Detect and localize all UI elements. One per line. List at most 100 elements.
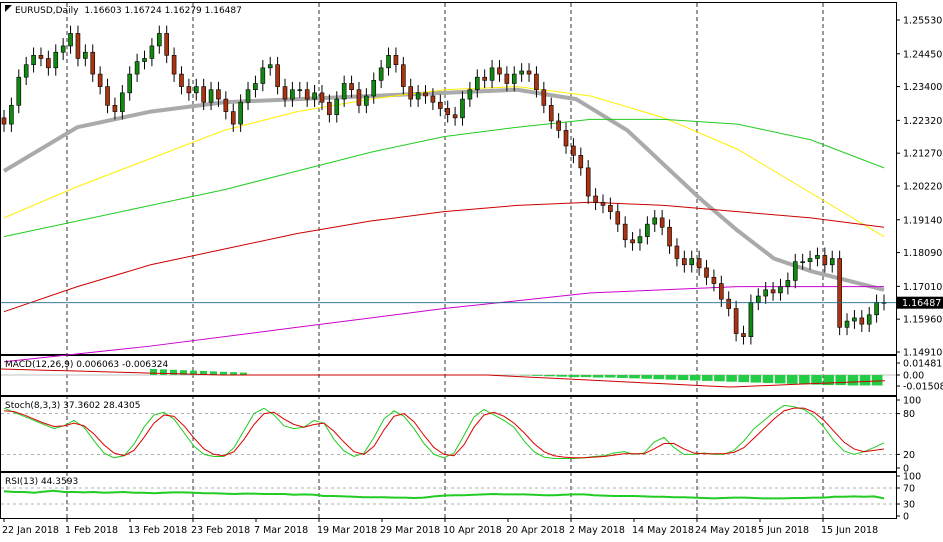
candle-body	[430, 95, 436, 103]
candle-body	[164, 33, 169, 56]
price-tick-label: 1.18090	[903, 248, 942, 259]
macd-histogram-bar	[210, 371, 217, 375]
candle-body	[719, 283, 724, 300]
candle-body	[31, 55, 36, 66]
candle-body	[60, 45, 66, 53]
macd-histogram-bar	[750, 375, 762, 383]
candle-body	[548, 105, 554, 122]
candle-body	[652, 217, 658, 225]
price-tick-label: 1.25530	[903, 16, 942, 27]
candle-body	[349, 83, 354, 91]
macd-histogram-bar	[629, 375, 640, 379]
candle-body	[711, 276, 717, 284]
candle-body	[53, 51, 59, 69]
candle-body	[571, 145, 576, 156]
candle-body	[667, 226, 672, 247]
candle-body	[815, 255, 820, 259]
rsi-tick-label: 70	[903, 484, 915, 495]
macd-tick-label: -0.01508	[903, 382, 943, 393]
stoch-tick-label: 20	[903, 450, 915, 461]
macd-histogram-bar	[738, 375, 750, 383]
macd-histogram-bar	[726, 375, 737, 382]
candle-body	[578, 155, 584, 169]
candle-body	[275, 64, 280, 87]
candle-body	[304, 89, 310, 100]
vertical-gridlines	[66, 3, 824, 518]
candle-body	[807, 258, 813, 262]
rsi-label: RSI(13) 44.3593	[5, 477, 78, 487]
macd-histogram-bar	[689, 375, 701, 381]
candle-body	[460, 98, 465, 119]
candle-body	[792, 261, 798, 281]
candle-body	[541, 89, 547, 106]
candle-body	[755, 295, 761, 303]
candle-body	[608, 205, 613, 212]
candle-body	[615, 211, 621, 225]
macd-histogram-bar	[714, 375, 725, 382]
candle-body	[312, 92, 317, 100]
candle-body	[267, 64, 273, 69]
stoch-panel-frame	[0, 396, 897, 472]
time-tick-label: 22 Jan 2018	[2, 525, 59, 536]
candle-body	[622, 223, 628, 241]
macd-histogram-bar	[835, 375, 847, 386]
macd-histogram-bar	[556, 375, 568, 377]
candle-body	[193, 86, 199, 94]
candle-body	[334, 98, 340, 116]
macd-histogram-bar	[150, 369, 157, 375]
time-tick-label: 10 Apr 2018	[443, 525, 502, 536]
candle-body	[156, 33, 162, 47]
macd-histogram-bar	[568, 375, 580, 378]
candle-body	[519, 70, 524, 75]
macd-histogram-bar	[702, 375, 713, 381]
candle-body	[489, 67, 495, 81]
candle-body	[511, 73, 517, 84]
candle-body	[585, 167, 591, 197]
candle-body	[75, 33, 81, 59]
candle-body	[290, 89, 295, 100]
candle-body	[704, 267, 709, 278]
candle-body	[38, 55, 44, 59]
candle-body	[408, 86, 414, 100]
macd-histogram-bar	[762, 375, 774, 383]
candle-body	[696, 258, 702, 269]
price-tick-label: 1.19140	[903, 215, 942, 226]
candle-body	[822, 255, 828, 266]
candle-body	[393, 55, 399, 66]
candle-body	[600, 201, 606, 206]
candle-body	[23, 64, 29, 78]
candle-body	[526, 70, 532, 75]
candle-body	[90, 51, 96, 75]
candle-body	[474, 76, 480, 91]
candle-body	[748, 301, 754, 337]
macd-histogram-bar	[677, 375, 689, 381]
price-tick-label: 1.21270	[903, 149, 942, 160]
candle-body	[874, 301, 879, 316]
candle-body	[415, 92, 421, 100]
last-price-box	[897, 296, 943, 309]
time-tick-label: 5 Jun 2018	[758, 525, 809, 536]
candle-body	[852, 317, 857, 322]
candle-body	[142, 58, 147, 62]
candle-body	[127, 73, 133, 94]
time-tick-label: 14 May 2018	[632, 525, 694, 536]
candle-body	[844, 320, 850, 328]
candle-body	[9, 105, 14, 125]
candle-body	[223, 98, 229, 112]
macd-histogram-bar	[544, 375, 555, 377]
time-tick-label: 13 Feb 2018	[128, 525, 187, 536]
moving-average-line	[3, 286, 884, 363]
candle-body	[630, 239, 635, 244]
candle-body	[682, 258, 687, 266]
price-tick-label: 1.14910	[903, 348, 942, 359]
chart-arrow-icon	[5, 5, 12, 12]
candle-body	[445, 108, 450, 116]
rsi-tick-label: 30	[903, 500, 915, 511]
time-tick-label: 20 Apr 2018	[506, 525, 565, 536]
candle-body	[438, 101, 443, 109]
candle-body	[563, 130, 569, 147]
macd-histogram-bar	[230, 372, 237, 375]
time-tick-label: 23 Feb 2018	[191, 525, 250, 536]
